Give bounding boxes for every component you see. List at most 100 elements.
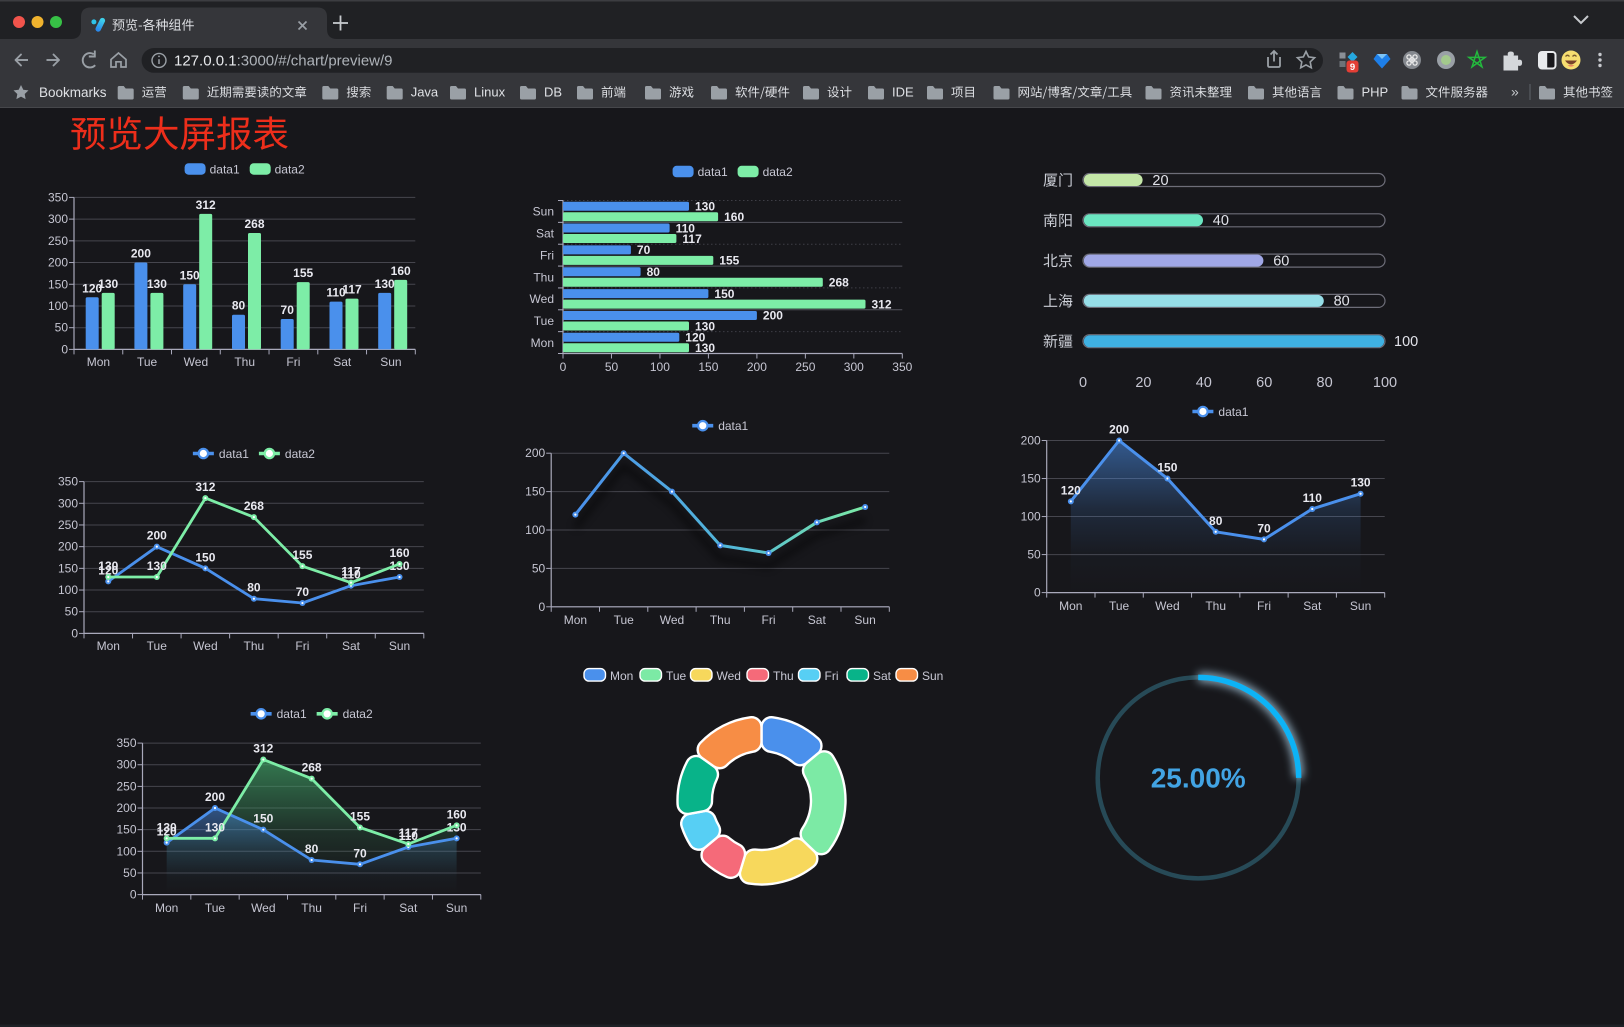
svg-text:130: 130: [157, 820, 177, 834]
svg-text:150: 150: [714, 287, 734, 301]
svg-text:160: 160: [447, 807, 467, 821]
svg-text:117: 117: [682, 232, 702, 246]
svg-text:100: 100: [58, 583, 78, 597]
svg-text:20: 20: [1152, 173, 1168, 189]
svg-text:Tue: Tue: [205, 901, 226, 915]
svg-text:130: 130: [695, 199, 715, 213]
svg-text:data1: data1: [698, 165, 728, 179]
svg-text:300: 300: [48, 212, 68, 226]
svg-text:Sun: Sun: [854, 613, 875, 627]
svg-text:data2: data2: [285, 447, 315, 461]
svg-text:312: 312: [196, 198, 216, 212]
svg-text:200: 200: [116, 801, 136, 815]
svg-text:120: 120: [98, 563, 118, 577]
svg-text:110: 110: [1303, 491, 1323, 505]
svg-text:80: 80: [1317, 375, 1333, 391]
svg-text:100: 100: [48, 299, 68, 313]
svg-text:data1: data1: [277, 707, 307, 721]
svg-text:Sun: Sun: [446, 901, 467, 915]
svg-text:250: 250: [116, 779, 136, 793]
svg-text:350: 350: [48, 190, 68, 204]
svg-text:200: 200: [48, 256, 68, 270]
svg-text:Mon: Mon: [1059, 599, 1082, 613]
svg-text:155: 155: [719, 254, 739, 268]
svg-text:200: 200: [147, 529, 167, 543]
svg-text:0: 0: [130, 888, 137, 902]
svg-text:Thu: Thu: [301, 901, 322, 915]
svg-text:130: 130: [375, 277, 395, 291]
svg-text:Mon: Mon: [564, 613, 587, 627]
svg-text:117: 117: [342, 283, 362, 297]
svg-text:70: 70: [296, 585, 310, 599]
svg-text:Wed: Wed: [717, 669, 741, 683]
svg-text:130: 130: [695, 341, 715, 355]
svg-text:Wed: Wed: [530, 292, 554, 306]
svg-text:Tue: Tue: [147, 639, 168, 653]
svg-text:Sun: Sun: [389, 639, 410, 653]
svg-text:Sat: Sat: [536, 227, 555, 241]
svg-text:data2: data2: [343, 707, 373, 721]
svg-text:0: 0: [560, 360, 567, 374]
svg-text:Fri: Fri: [286, 355, 300, 369]
svg-text:Tue: Tue: [666, 669, 687, 683]
svg-text:70: 70: [637, 243, 651, 257]
svg-text:»: »: [1511, 84, 1519, 100]
svg-text:data2: data2: [275, 162, 305, 176]
svg-text:Fri: Fri: [540, 248, 554, 262]
svg-text:200: 200: [205, 790, 225, 804]
svg-text:Tue: Tue: [1109, 599, 1130, 613]
svg-text:110: 110: [399, 829, 419, 843]
svg-text:150: 150: [253, 812, 273, 826]
svg-text:100: 100: [116, 844, 136, 858]
svg-text:Wed: Wed: [193, 639, 217, 653]
svg-text:Linux: Linux: [474, 85, 506, 100]
svg-text:160: 160: [391, 264, 411, 278]
svg-text:120: 120: [685, 331, 705, 345]
svg-text:80: 80: [1209, 514, 1223, 528]
svg-text:50: 50: [123, 866, 137, 880]
svg-text:300: 300: [58, 496, 78, 510]
svg-text:130: 130: [147, 559, 167, 573]
svg-text:200: 200: [131, 247, 151, 261]
svg-text:60: 60: [1273, 253, 1289, 269]
svg-text:data1: data1: [210, 162, 240, 176]
svg-text:150: 150: [48, 277, 68, 291]
svg-text:100: 100: [1021, 510, 1041, 524]
svg-text:100: 100: [650, 360, 670, 374]
svg-text:150: 150: [180, 268, 200, 282]
svg-text:117: 117: [341, 565, 361, 579]
svg-text:Fri: Fri: [1257, 599, 1271, 613]
svg-text:Java: Java: [411, 85, 439, 100]
svg-text:312: 312: [872, 298, 892, 312]
svg-text:0: 0: [1079, 375, 1087, 391]
svg-text:200: 200: [58, 540, 78, 554]
svg-text:Sat: Sat: [873, 669, 892, 683]
svg-text:80: 80: [247, 581, 261, 595]
svg-text:Thu: Thu: [234, 355, 255, 369]
svg-text:PHP: PHP: [1362, 85, 1389, 100]
svg-text:350: 350: [58, 475, 78, 489]
svg-text:50: 50: [605, 360, 619, 374]
svg-text:150: 150: [58, 561, 78, 575]
svg-text:Wed: Wed: [251, 901, 275, 915]
svg-text:120: 120: [82, 281, 102, 295]
svg-text:0: 0: [539, 600, 546, 614]
svg-text:130: 130: [147, 277, 167, 291]
svg-text:Sun: Sun: [1350, 599, 1371, 613]
svg-text:80: 80: [647, 265, 661, 279]
svg-text:IDE: IDE: [892, 85, 914, 100]
svg-text:150: 150: [1021, 472, 1041, 486]
svg-text:Fri: Fri: [295, 639, 309, 653]
svg-text:Tue: Tue: [137, 355, 158, 369]
svg-text:Sun: Sun: [922, 669, 943, 683]
svg-text:250: 250: [795, 360, 815, 374]
svg-text:50: 50: [532, 561, 546, 575]
svg-text:150: 150: [698, 360, 718, 374]
svg-text:40: 40: [1213, 213, 1229, 229]
svg-text:80: 80: [232, 299, 246, 313]
svg-text:Wed: Wed: [1155, 599, 1179, 613]
svg-text:Sun: Sun: [533, 205, 554, 219]
svg-text:130: 130: [98, 559, 118, 573]
svg-text:350: 350: [116, 736, 136, 750]
svg-text:130: 130: [1351, 476, 1371, 490]
